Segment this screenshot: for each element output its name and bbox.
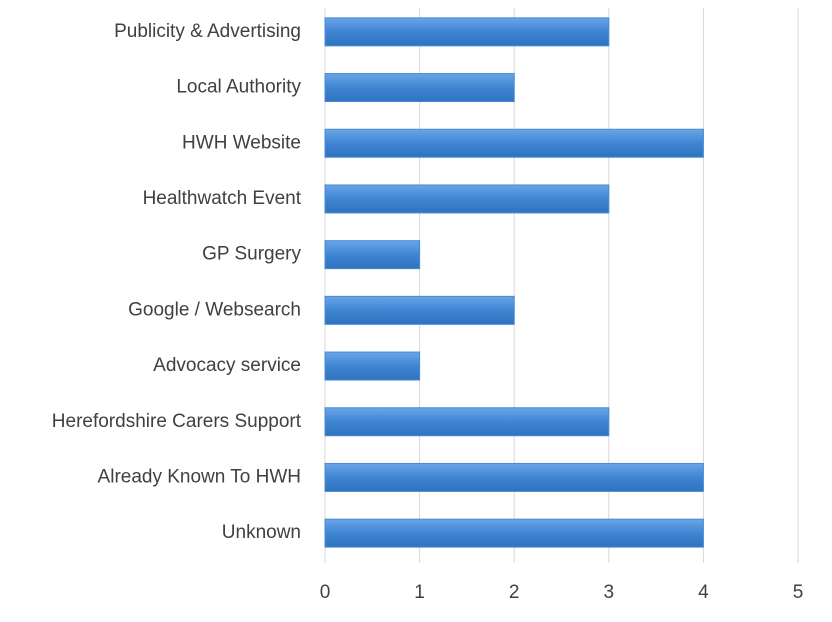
y-tick-label: Healthwatch Event	[143, 188, 302, 209]
x-tick-label: 2	[509, 582, 520, 603]
x-tick-label: 1	[414, 582, 425, 603]
x-tick-label: 4	[698, 582, 709, 603]
bar	[324, 17, 610, 47]
y-tick-label: Google / Websearch	[128, 299, 301, 320]
y-tick-label: Unknown	[222, 522, 301, 543]
bar	[324, 518, 704, 548]
y-tick-label: Herefordshire Carers Support	[52, 411, 302, 432]
y-tick-label: Publicity & Advertising	[114, 21, 301, 42]
bar	[324, 184, 610, 214]
y-tick-label: Already Known To HWH	[98, 466, 301, 487]
bar	[324, 351, 421, 381]
y-tick-label: Advocacy service	[153, 355, 301, 376]
y-tick-label: HWH Website	[182, 132, 301, 153]
bar	[324, 73, 515, 103]
bar	[324, 128, 704, 158]
bar	[324, 240, 421, 270]
bar	[324, 462, 704, 492]
bar	[324, 295, 515, 325]
y-tick-label: GP Surgery	[202, 244, 301, 265]
x-tick-label: 3	[604, 582, 615, 603]
x-tick-label: 0	[320, 582, 331, 603]
y-tick-label: Local Authority	[176, 77, 301, 98]
x-tick-label: 5	[793, 582, 804, 603]
bar	[324, 407, 610, 437]
